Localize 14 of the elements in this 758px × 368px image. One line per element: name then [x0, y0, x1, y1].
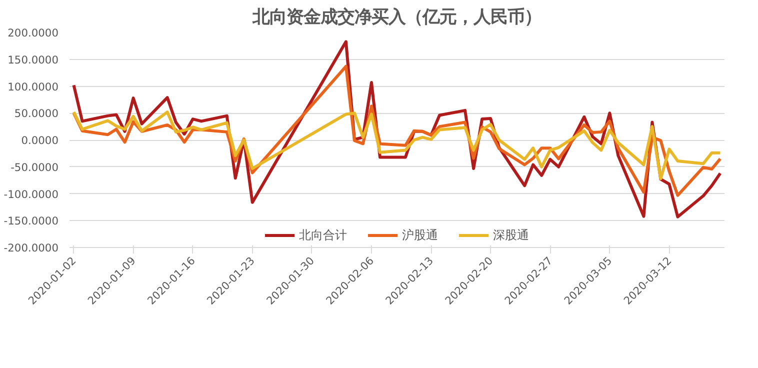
- y-tick-label: 150.0000: [8, 53, 59, 66]
- y-tick-label: 50.0000: [14, 107, 59, 120]
- y-tick-label: -200.0000: [4, 242, 59, 254]
- legend-label: 深股通: [493, 226, 529, 244]
- y-tick-label: -100.0000: [4, 188, 59, 201]
- y-tick-label: 0.0000: [21, 134, 59, 147]
- legend-label: 北向合计: [299, 226, 347, 244]
- y-tick-label: -50.0000: [10, 160, 59, 174]
- y-tick-label: -150.0000: [4, 214, 59, 228]
- chart-title: 北向资金成交净买入（亿元，人民币）: [252, 8, 542, 28]
- legend-label: 沪股通: [402, 226, 438, 244]
- line-series: [72, 110, 722, 180]
- y-tick-label: 200.0000: [8, 26, 59, 40]
- y-tick-label: 100.0000: [8, 80, 59, 94]
